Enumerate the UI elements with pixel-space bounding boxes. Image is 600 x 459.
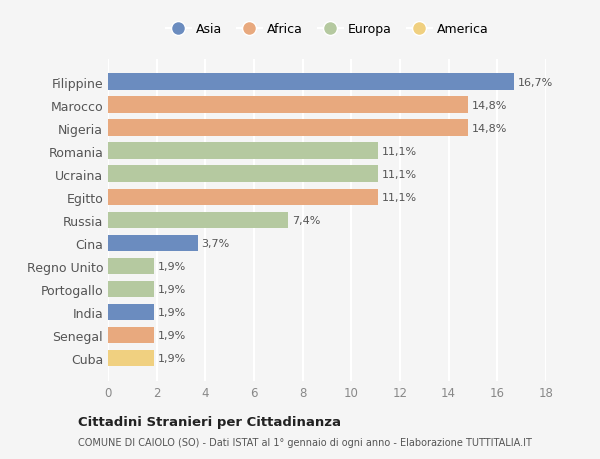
Text: 7,4%: 7,4% xyxy=(292,215,320,225)
Text: 1,9%: 1,9% xyxy=(158,284,186,294)
Bar xyxy=(108,281,154,297)
Text: Cittadini Stranieri per Cittadinanza: Cittadini Stranieri per Cittadinanza xyxy=(78,415,341,428)
Text: 1,9%: 1,9% xyxy=(158,330,186,340)
Text: 14,8%: 14,8% xyxy=(472,123,507,134)
Bar xyxy=(108,258,154,274)
Bar xyxy=(108,143,378,160)
Text: 1,9%: 1,9% xyxy=(158,307,186,317)
Text: 16,7%: 16,7% xyxy=(518,78,553,88)
Text: 1,9%: 1,9% xyxy=(158,353,186,363)
Bar xyxy=(108,97,468,114)
Legend: Asia, Africa, Europa, America: Asia, Africa, Europa, America xyxy=(163,21,491,39)
Bar xyxy=(108,189,378,206)
Bar xyxy=(108,304,154,320)
Text: 11,1%: 11,1% xyxy=(382,146,417,157)
Bar xyxy=(108,120,468,137)
Bar xyxy=(108,74,514,91)
Bar xyxy=(108,212,288,229)
Bar xyxy=(108,235,198,252)
Bar xyxy=(108,327,154,343)
Bar xyxy=(108,166,378,183)
Text: 1,9%: 1,9% xyxy=(158,261,186,271)
Text: 11,1%: 11,1% xyxy=(382,192,417,202)
Text: 14,8%: 14,8% xyxy=(472,101,507,111)
Bar xyxy=(108,350,154,366)
Text: 3,7%: 3,7% xyxy=(202,238,230,248)
Text: 11,1%: 11,1% xyxy=(382,169,417,179)
Text: COMUNE DI CAIOLO (SO) - Dati ISTAT al 1° gennaio di ogni anno - Elaborazione TUT: COMUNE DI CAIOLO (SO) - Dati ISTAT al 1°… xyxy=(78,437,532,447)
